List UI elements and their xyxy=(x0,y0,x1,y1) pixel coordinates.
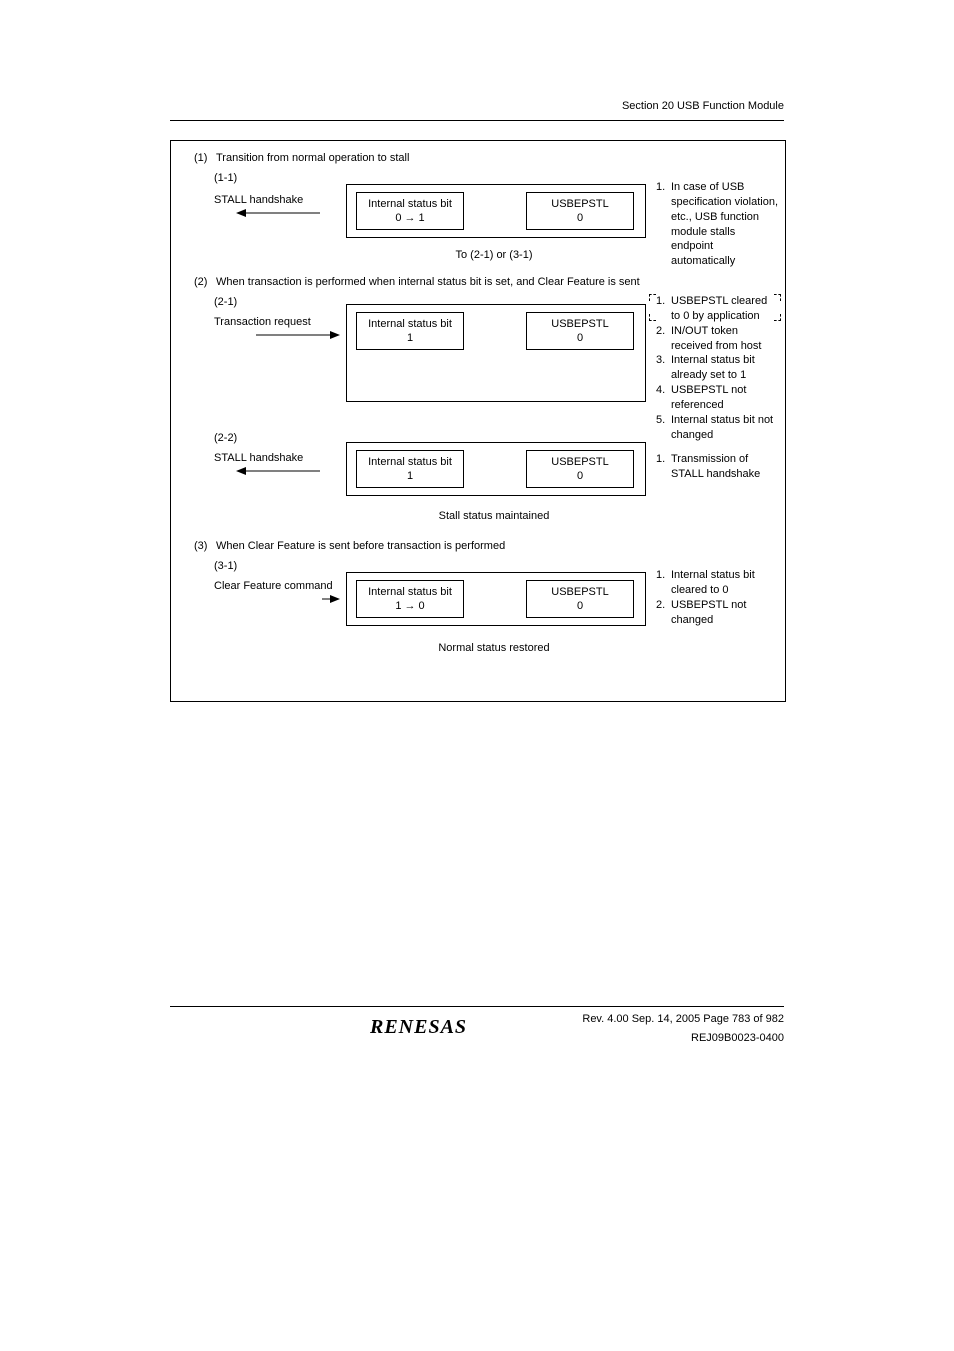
note-row: 3.Internal status bit already set to 1 xyxy=(656,353,778,383)
sec3-sub-id: (3-1) xyxy=(214,560,237,572)
sec3-box-left: Internal status bit 1 → 0 xyxy=(356,580,464,618)
sec2a-box-r-l2: 0 xyxy=(577,331,583,345)
note-text: Internal status bit cleared to 0 xyxy=(671,568,778,598)
sec2a-box-right: USBEPSTL 0 xyxy=(526,312,634,350)
note-text: IN/OUT token received from host xyxy=(671,324,778,354)
note-num: 1. xyxy=(656,294,671,324)
sec1-sub-id: (1-1) xyxy=(214,172,237,184)
note-row: 1.In case of USB specification violation… xyxy=(656,180,778,269)
note-num: 2. xyxy=(656,324,671,354)
sec3-box-l-l2: 1 → 0 xyxy=(395,599,424,613)
sec2-num: (2) xyxy=(194,276,207,288)
sec1-left-label: STALL handshake xyxy=(214,194,303,206)
sec1-arrow-left-icon xyxy=(236,208,320,218)
note-row: 1.USBEPSTL cleared to 0 by application xyxy=(656,294,778,324)
dash-bracket-icon xyxy=(649,314,656,321)
sec1-box-l-l1: Internal status bit xyxy=(368,197,452,211)
header-section-text: Section 20 USB Function Module xyxy=(622,100,784,112)
sec2a-box-l-l1: Internal status bit xyxy=(368,317,452,331)
note-num: 1. xyxy=(656,452,671,482)
note-row: 2.USBEPSTL not changed xyxy=(656,598,778,628)
note-text: Internal status bit not changed xyxy=(671,413,778,443)
dash-bracket-icon xyxy=(649,294,656,301)
note-row: 1.Transmission of STALL handshake xyxy=(656,452,778,482)
sec2a-notes: 1.USBEPSTL cleared to 0 by application 2… xyxy=(656,294,778,442)
renesas-logo: RENESAS xyxy=(370,1016,467,1039)
sec2a-box-r-l1: USBEPSTL xyxy=(551,317,608,331)
note-text: Transmission of STALL handshake xyxy=(671,452,778,482)
sec3-num: (3) xyxy=(194,540,207,552)
sec1-box-r-l1: USBEPSTL xyxy=(551,197,608,211)
sec2b-box-r-l2: 0 xyxy=(577,469,583,483)
note-num: 1. xyxy=(656,180,671,269)
sec3-title: When Clear Feature is sent before transa… xyxy=(216,540,505,552)
note-text: Internal status bit already set to 1 xyxy=(671,353,778,383)
note-num: 1. xyxy=(656,568,671,598)
sec2b-arrow-left-icon xyxy=(236,466,320,476)
footer-revision: Rev. 4.00 Sep. 14, 2005 Page 783 of 982 xyxy=(582,1013,784,1025)
sec1-box-left: Internal status bit 0 → 1 xyxy=(356,192,464,230)
sec2a-left-label: Transaction request xyxy=(214,316,311,328)
sec1-title: Transition from normal operation to stal… xyxy=(216,152,409,164)
sec1-box-r-l2: 0 xyxy=(577,211,583,225)
header-rule xyxy=(170,120,784,121)
note-num: 3. xyxy=(656,353,671,383)
note-text: USBEPSTL not changed xyxy=(671,598,778,628)
sec1-num: (1) xyxy=(194,152,207,164)
note-num: 5. xyxy=(656,413,671,443)
sec2b-left-label: STALL handshake xyxy=(214,452,303,464)
sec2-below: Stall status maintained xyxy=(364,510,624,522)
sec2b-box-l-l2: 1 xyxy=(407,469,413,483)
sec3-box-r-l2: 0 xyxy=(577,599,583,613)
sec2b-notes: 1.Transmission of STALL handshake xyxy=(656,452,778,482)
note-row: 4.USBEPSTL not referenced xyxy=(656,383,778,413)
sec1-below: To (2-1) or (3-1) xyxy=(364,249,624,261)
sec2b-box-l-l1: Internal status bit xyxy=(368,455,452,469)
sec3-notes: 1.Internal status bit cleared to 0 2.USB… xyxy=(656,568,778,627)
sec3-box-right: USBEPSTL 0 xyxy=(526,580,634,618)
sec1-box-l-l2: 0 → 1 xyxy=(395,211,424,225)
note-row: 2.IN/OUT token received from host xyxy=(656,324,778,354)
sec2a-sub-id: (2-1) xyxy=(214,296,237,308)
sec2a-box-l-l2: 1 xyxy=(407,331,413,345)
page: Section 20 USB Function Module (1) Trans… xyxy=(0,0,954,1351)
note-text: USBEPSTL cleared to 0 by application xyxy=(671,294,778,324)
sec2a-box-left: Internal status bit 1 xyxy=(356,312,464,350)
sec1-notes: 1.In case of USB specification violation… xyxy=(656,180,778,269)
sec2b-box-r-l1: USBEPSTL xyxy=(551,455,608,469)
sec3-arrow-right-icon xyxy=(322,594,340,604)
note-row: 1.Internal status bit cleared to 0 xyxy=(656,568,778,598)
sec3-box-r-l1: USBEPSTL xyxy=(551,585,608,599)
note-text: In case of USB specification violation, … xyxy=(671,180,778,269)
sec2b-box-right: USBEPSTL 0 xyxy=(526,450,634,488)
sec3-left-label: Clear Feature command xyxy=(214,580,333,592)
sec2b-sub-id: (2-2) xyxy=(214,432,237,444)
footer-doc-code: REJ09B0023-0400 xyxy=(691,1032,784,1044)
note-num: 4. xyxy=(656,383,671,413)
sec2-title: When transaction is performed when inter… xyxy=(216,276,640,288)
note-num: 2. xyxy=(656,598,671,628)
sec3-below: Normal status restored xyxy=(364,642,624,654)
note-text: USBEPSTL not referenced xyxy=(671,383,778,413)
note-row: 5.Internal status bit not changed xyxy=(656,413,778,443)
sec2b-box-left: Internal status bit 1 xyxy=(356,450,464,488)
sec2a-arrow-right-icon xyxy=(256,330,340,340)
sec3-box-l-l1: Internal status bit xyxy=(368,585,452,599)
footer-rule xyxy=(170,1006,784,1007)
sec1-box-right: USBEPSTL 0 xyxy=(526,192,634,230)
